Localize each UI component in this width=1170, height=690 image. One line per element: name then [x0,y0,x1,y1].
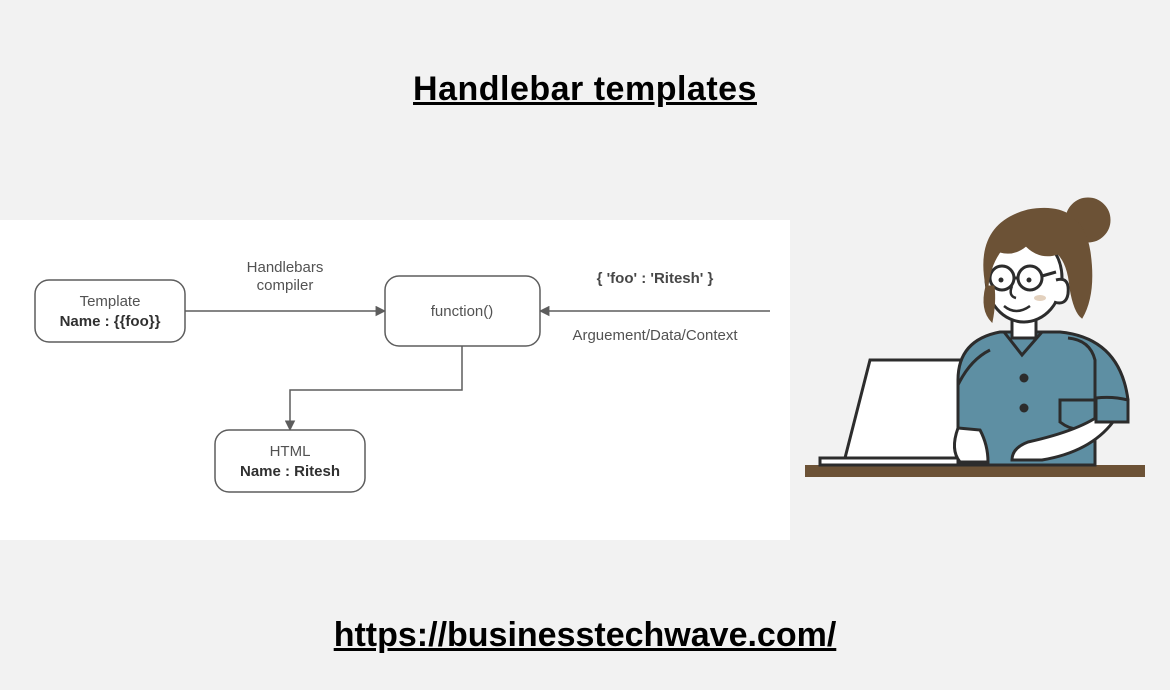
node-function: function() [385,276,540,346]
node-template-line1: Template [80,293,141,310]
node-html-line1: HTML [270,443,311,460]
edge-function-to-html [290,346,462,430]
node-html-line2: Name : Ritesh [240,463,340,480]
node-html: HTML Name : Ritesh [215,430,365,492]
node-function-label: function() [431,303,494,320]
edge-label-compiler-2: compiler [257,277,314,294]
node-template-line2: Name : {{foo}} [60,313,161,330]
diagram-panel: Handlebars compiler { 'foo' : 'Ritesh' }… [0,220,790,540]
footer-url: https://businesstechwave.com/ [0,616,1170,655]
desk-icon [805,465,1145,477]
edge-label-compiler-1: Handlebars [247,259,324,276]
node-template: Template Name : {{foo}} [35,280,185,342]
edge-label-context-caption: Arguement/Data/Context [572,327,738,344]
flowchart-svg: Handlebars compiler { 'foo' : 'Ritesh' }… [0,220,790,540]
edge-label-context-data: { 'foo' : 'Ritesh' } [597,270,714,287]
page-title: Handlebar templates [0,70,1170,109]
stage: Handlebar templates Handlebars compiler … [0,0,1170,690]
illustration-person-at-laptop [790,190,1160,510]
